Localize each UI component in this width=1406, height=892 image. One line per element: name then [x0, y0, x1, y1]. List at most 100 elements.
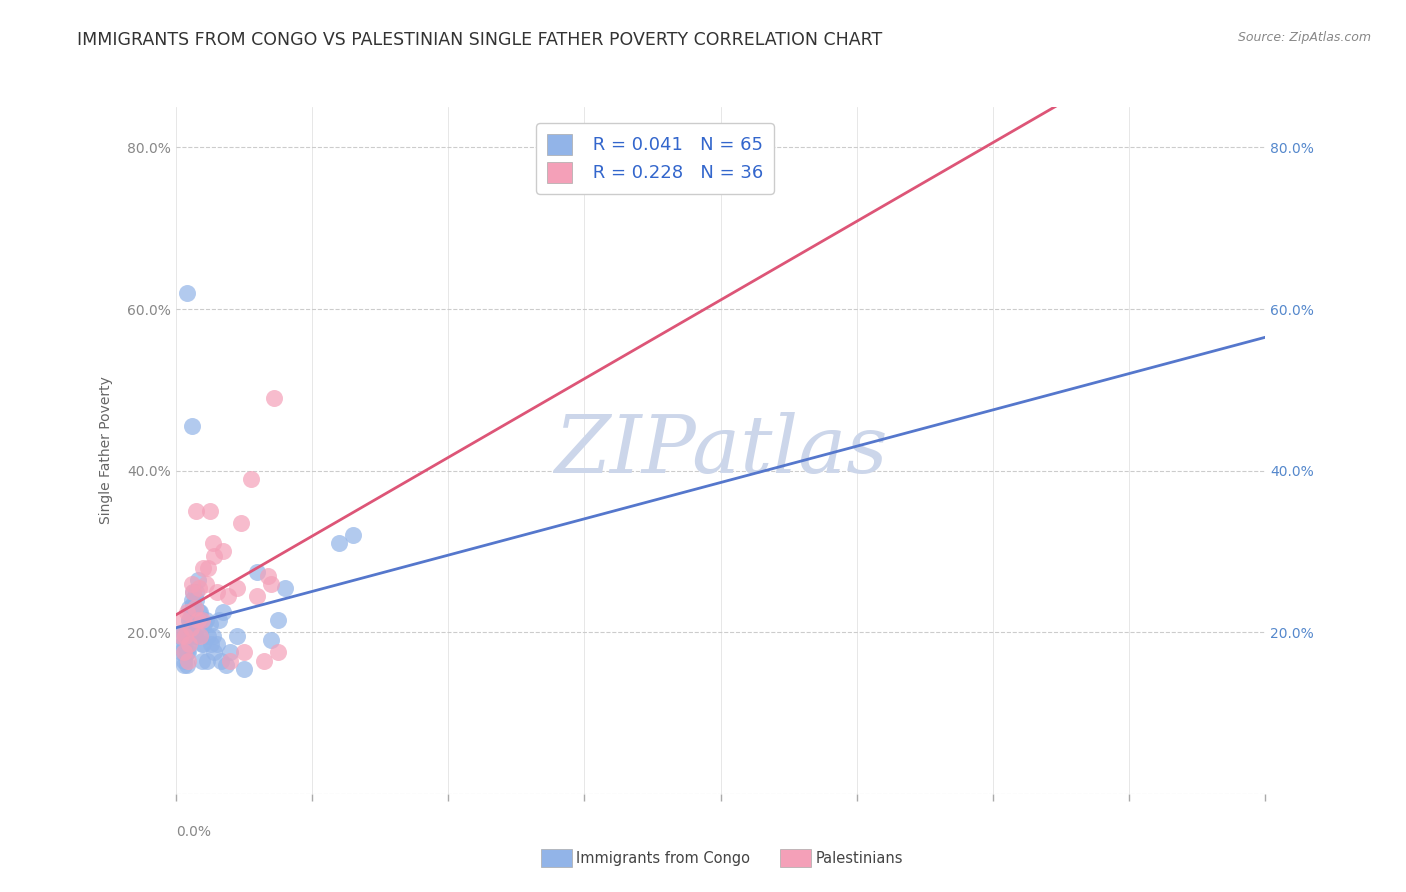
Point — [181, 419, 204, 434]
Point — [186, 613, 209, 627]
Point — [202, 645, 225, 659]
Point — [219, 654, 242, 668]
Point — [186, 573, 209, 587]
Point — [187, 581, 209, 595]
Text: IMMIGRANTS FROM CONGO VS PALESTINIAN SINGLE FATHER POVERTY CORRELATION CHART: IMMIGRANTS FROM CONGO VS PALESTINIAN SIN… — [77, 31, 883, 49]
Point — [176, 645, 198, 659]
Text: 0.0%: 0.0% — [176, 825, 211, 838]
Point — [208, 613, 231, 627]
Point — [191, 637, 214, 651]
Point — [176, 657, 198, 672]
Point — [198, 504, 221, 518]
Point — [184, 601, 207, 615]
Point — [179, 629, 201, 643]
Point — [184, 605, 207, 619]
Point — [184, 629, 207, 643]
Point — [188, 625, 211, 640]
Point — [180, 621, 202, 635]
Point — [198, 617, 221, 632]
Point — [212, 605, 235, 619]
Point — [260, 633, 283, 648]
Point — [202, 549, 225, 563]
Point — [186, 613, 209, 627]
Y-axis label: Single Father Poverty: Single Father Poverty — [100, 376, 112, 524]
Point — [181, 593, 204, 607]
Point — [179, 637, 201, 651]
Point — [181, 613, 204, 627]
Point — [194, 613, 217, 627]
Point — [176, 641, 198, 656]
Text: Immigrants from Congo: Immigrants from Congo — [576, 851, 751, 865]
Point — [263, 391, 285, 405]
Text: Source: ZipAtlas.com: Source: ZipAtlas.com — [1237, 31, 1371, 45]
Point — [200, 637, 222, 651]
Legend:  R = 0.041   N = 65,  R = 0.228   N = 36: R = 0.041 N = 65, R = 0.228 N = 36 — [536, 123, 775, 194]
Point — [173, 657, 195, 672]
Point — [253, 654, 276, 668]
Point — [190, 637, 212, 651]
Point — [328, 536, 350, 550]
Point — [232, 645, 254, 659]
Point — [179, 613, 201, 627]
Point — [205, 585, 228, 599]
Point — [174, 637, 197, 651]
Point — [181, 576, 204, 591]
Point — [267, 613, 290, 627]
Point — [186, 629, 208, 643]
Point — [195, 654, 218, 668]
Point — [174, 629, 197, 643]
Point — [183, 609, 205, 624]
Point — [239, 472, 262, 486]
Point — [181, 605, 204, 619]
Point — [173, 645, 195, 659]
Point — [173, 654, 195, 668]
Point — [172, 613, 194, 627]
Point — [217, 589, 239, 603]
Point — [205, 637, 228, 651]
Point — [177, 645, 200, 659]
Point — [180, 613, 202, 627]
Point — [172, 637, 194, 651]
Point — [183, 585, 205, 599]
Point — [180, 625, 202, 640]
Point — [232, 662, 254, 676]
Point — [194, 576, 217, 591]
Point — [209, 654, 232, 668]
Point — [174, 629, 197, 643]
Point — [246, 565, 269, 579]
Point — [170, 629, 193, 643]
Point — [172, 625, 194, 640]
Point — [197, 560, 219, 574]
Point — [215, 657, 238, 672]
Point — [193, 617, 215, 632]
Point — [183, 585, 205, 599]
Point — [190, 654, 212, 668]
Point — [246, 589, 269, 603]
Point — [177, 629, 200, 643]
Point — [183, 597, 205, 611]
Point — [177, 654, 200, 668]
Point — [226, 629, 249, 643]
Point — [179, 601, 201, 615]
Point — [201, 536, 224, 550]
Point — [260, 576, 283, 591]
Point — [342, 528, 364, 542]
Point — [179, 613, 201, 627]
Point — [176, 605, 198, 619]
Point — [187, 605, 209, 619]
Point — [219, 645, 242, 659]
Point — [267, 645, 290, 659]
Point — [231, 516, 253, 531]
Point — [181, 609, 204, 624]
Point — [173, 645, 195, 659]
Point — [169, 629, 191, 643]
Point — [170, 645, 193, 659]
Point — [186, 593, 208, 607]
Point — [191, 560, 214, 574]
Point — [176, 285, 198, 300]
Text: Palestinians: Palestinians — [815, 851, 903, 865]
Point — [186, 585, 208, 599]
Point — [201, 629, 224, 643]
Point — [190, 613, 212, 627]
Point — [188, 629, 211, 643]
